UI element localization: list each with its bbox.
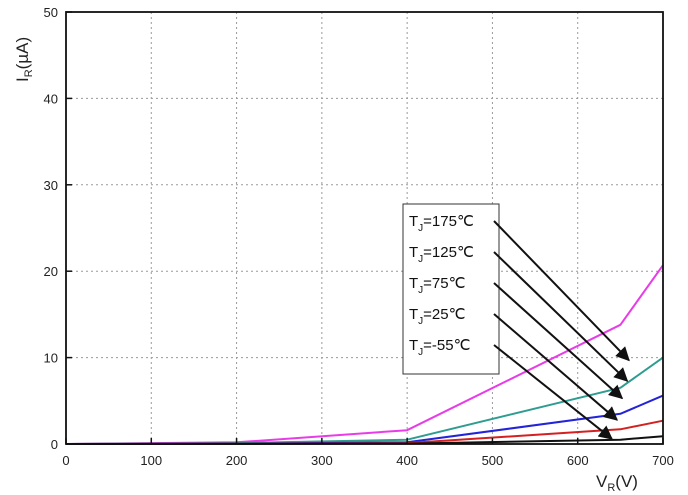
x-axis-title-sub: R — [607, 482, 615, 494]
x-tick-label: 700 — [652, 453, 674, 468]
legend-arrow — [493, 282, 624, 400]
legend-arrow — [493, 251, 629, 382]
legend-entry: TJ=25℃ — [409, 306, 465, 327]
y-tick-label: 30 — [44, 178, 58, 193]
y-tick-label: 50 — [44, 5, 58, 20]
x-tick-label: 600 — [567, 453, 589, 468]
x-axis-title: VR(V) — [596, 472, 638, 494]
axis-ticks: 0 100 200 300 400 500 600 700 0 10 20 30 40 50 — [44, 5, 674, 468]
y-tick-label: 0 — [51, 437, 58, 452]
legend-box — [402, 203, 500, 375]
y-axis-title-sub: R — [23, 69, 35, 77]
legend-entry: TJ=175℃ — [409, 213, 474, 234]
x-tick-label: 200 — [226, 453, 248, 468]
x-axis-title-unit: (V) — [615, 472, 638, 491]
legend-entry: TJ=75℃ — [409, 275, 465, 296]
legend-entry: TJ=-55℃ — [409, 337, 470, 358]
y-axis-title: IR(µA) — [13, 37, 35, 82]
legend: TJ=175℃ TJ=125℃ TJ=75℃ TJ=25℃ TJ=-55℃ — [409, 213, 474, 358]
legend-arrow — [493, 344, 613, 440]
y-axis-title-unit: (µA) — [13, 37, 32, 69]
x-axis-title-main: V — [596, 472, 608, 491]
y-tick-label: 10 — [44, 351, 58, 366]
y-axis-title-main: I — [13, 77, 32, 82]
plot-frame — [65, 11, 664, 445]
x-tick-label: 500 — [482, 453, 504, 468]
y-tick-label: 40 — [44, 91, 58, 106]
legend-arrow — [493, 313, 619, 421]
legend-arrows — [493, 220, 630, 440]
x-tick-label: 400 — [396, 453, 418, 468]
x-tick-label: 0 — [62, 453, 69, 468]
svg-text:IR(µA): IR(µA) — [13, 37, 35, 82]
legend-entry: TJ=125℃ — [409, 244, 474, 265]
y-tick-label: 20 — [44, 264, 58, 279]
legend-arrow — [493, 220, 630, 362]
x-tick-label: 100 — [140, 453, 162, 468]
x-tick-label: 300 — [311, 453, 333, 468]
